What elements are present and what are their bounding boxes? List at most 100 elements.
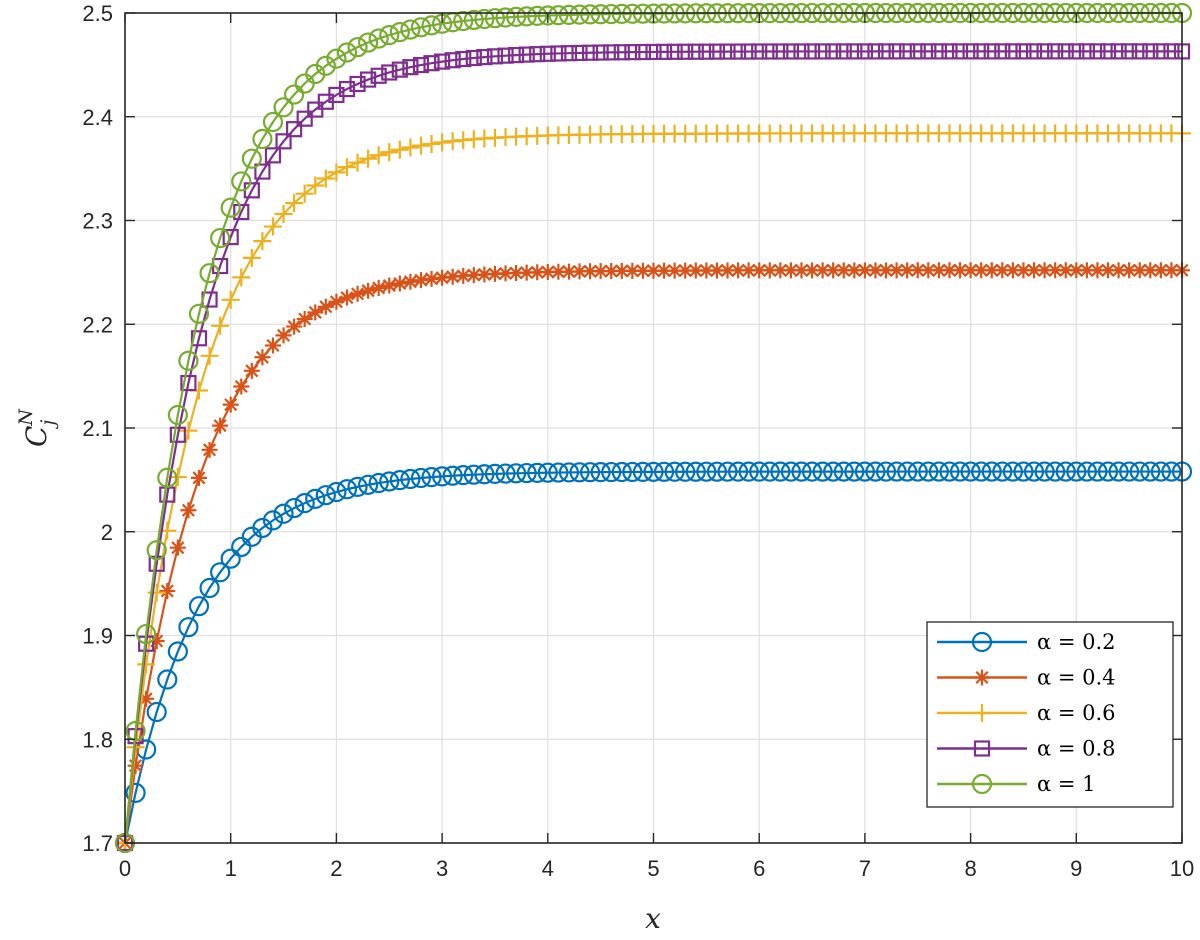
data-point <box>738 461 759 482</box>
data-point <box>316 169 335 188</box>
data-point <box>706 461 728 482</box>
data-point <box>603 44 620 61</box>
data-point <box>759 461 780 482</box>
data-point <box>920 43 937 60</box>
data-point <box>1131 262 1148 279</box>
data-point <box>381 277 398 294</box>
data-point <box>677 262 694 279</box>
data-point <box>814 43 831 60</box>
data-point <box>920 262 937 279</box>
data-point <box>854 461 876 482</box>
data-point <box>729 43 747 60</box>
data-point <box>1002 461 1023 482</box>
data-point <box>188 303 210 324</box>
data-point <box>825 43 842 60</box>
legend-entry: α = 0.2 <box>937 630 1116 654</box>
data-point <box>772 262 789 279</box>
data-point <box>453 10 474 32</box>
data-point <box>698 262 715 279</box>
data-point <box>1097 461 1119 482</box>
data-point <box>434 269 451 286</box>
legend-label: α = 0.6 <box>1037 701 1116 725</box>
data-point <box>474 464 495 485</box>
svg-text:CjN: CjN <box>15 408 59 447</box>
y-tick-label: 1.9 <box>82 624 113 649</box>
legend-box <box>926 621 1174 808</box>
data-point <box>231 536 252 558</box>
data-point <box>222 396 239 413</box>
data-point <box>1066 461 1087 482</box>
data-point <box>708 43 726 60</box>
data-point <box>402 59 419 76</box>
series-4 <box>116 43 1191 852</box>
data-point <box>508 264 525 281</box>
data-point <box>930 262 947 279</box>
data-point <box>1047 43 1064 60</box>
data-point <box>571 44 588 62</box>
data-point <box>159 582 176 599</box>
data-point <box>793 262 810 279</box>
data-point <box>370 67 387 84</box>
data-point <box>286 318 303 335</box>
data-point <box>294 493 315 514</box>
data-point <box>232 268 251 287</box>
y-tick-label: 1.7 <box>82 831 113 856</box>
legend-marker <box>971 631 993 653</box>
data-point <box>338 289 355 306</box>
data-point <box>611 3 632 25</box>
data-point <box>233 203 250 221</box>
data-point <box>295 184 314 203</box>
data-point <box>338 80 356 98</box>
data-point <box>1078 43 1095 60</box>
data-point <box>188 596 210 617</box>
data-point <box>474 8 495 30</box>
data-point <box>391 61 408 78</box>
data-point <box>983 43 1000 60</box>
data-point <box>369 146 388 165</box>
data-point <box>455 267 472 284</box>
data-point <box>825 262 842 279</box>
data-point <box>465 49 482 67</box>
y-tick-label: 2.5 <box>82 1 113 26</box>
data-point <box>423 270 440 287</box>
data-point <box>199 263 220 284</box>
data-point <box>918 461 939 482</box>
data-point <box>909 43 926 60</box>
data-point <box>421 467 442 488</box>
data-point <box>992 461 1013 482</box>
x-tick-label: 9 <box>1070 856 1082 881</box>
data-point <box>856 43 874 60</box>
legend-label: α = 0.4 <box>1037 666 1116 690</box>
data-point <box>284 84 305 105</box>
data-point <box>476 49 493 66</box>
data-point <box>486 48 504 65</box>
data-point <box>1087 461 1108 482</box>
data-point <box>199 577 220 599</box>
data-point <box>675 461 696 482</box>
data-point <box>1142 262 1159 279</box>
data-point <box>1047 262 1064 279</box>
data-point <box>220 548 241 569</box>
data-point <box>973 262 990 279</box>
data-point <box>326 48 347 69</box>
data-point <box>148 632 165 649</box>
data-point <box>560 263 577 280</box>
data-point <box>899 43 916 60</box>
data-point <box>317 298 334 315</box>
data-point <box>558 4 580 25</box>
data-point <box>888 262 905 279</box>
data-point <box>772 43 789 60</box>
data-point <box>358 32 379 53</box>
data-point <box>793 43 810 60</box>
data-point <box>962 262 979 279</box>
data-point <box>1026 262 1043 279</box>
x-tick-label: 7 <box>859 856 871 881</box>
data-point <box>412 272 429 289</box>
data-point <box>179 421 198 440</box>
data-point <box>1121 43 1138 60</box>
x-tick-label: 8 <box>964 856 976 881</box>
data-point <box>856 262 873 279</box>
data-point <box>928 461 949 482</box>
legend-entry: α = 0.8 <box>937 737 1116 761</box>
data-point <box>263 217 282 236</box>
